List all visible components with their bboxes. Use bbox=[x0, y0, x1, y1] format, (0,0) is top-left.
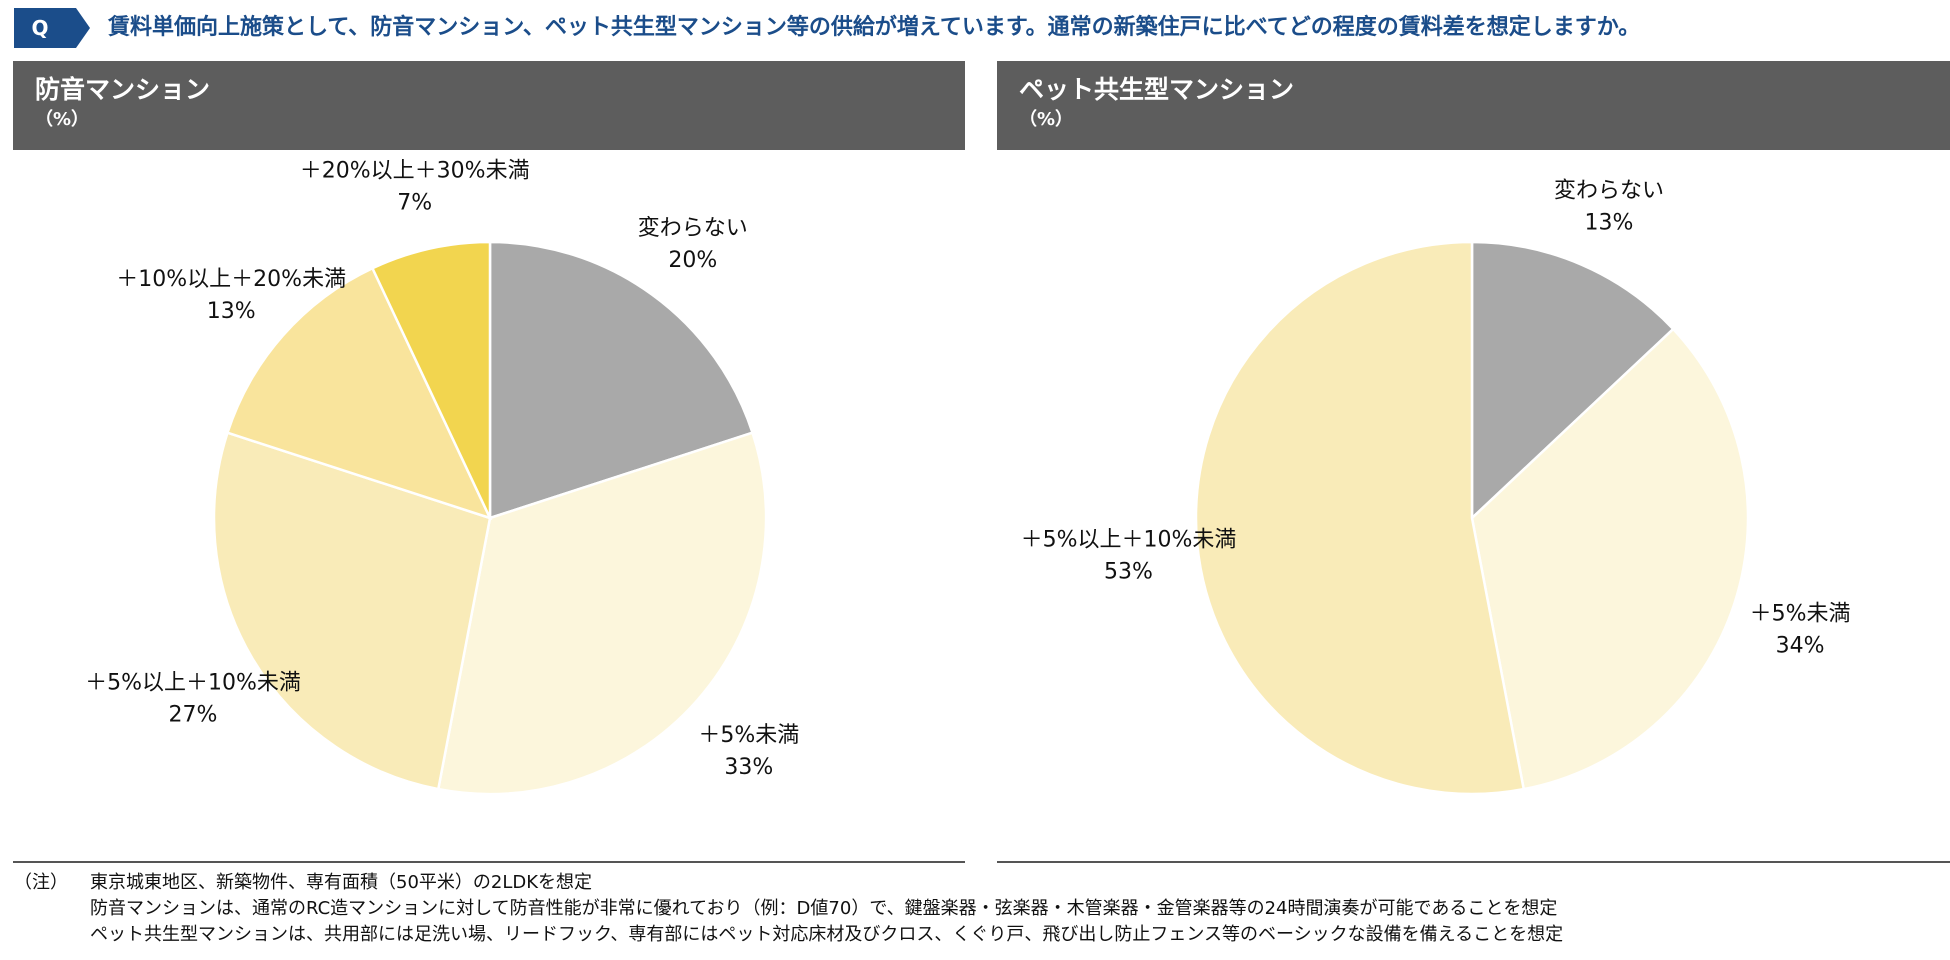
slice-category-label: ＋5%以上＋10%未満 bbox=[85, 671, 301, 696]
slice-value-label: 34% bbox=[1776, 634, 1825, 659]
pie-slice bbox=[225, 266, 493, 521]
pie-slice bbox=[1470, 327, 1750, 791]
panel-header-soundproof: 防音マンション （%） bbox=[13, 61, 965, 150]
slice-category-label: ＋10%以上＋20%未満 bbox=[116, 267, 346, 292]
slice-value-label: 7% bbox=[397, 190, 432, 215]
panel-title: 防音マンション bbox=[35, 75, 211, 104]
footnote-row: （注） 東京城東地区、新築物件、専有面積（50平米）の2LDKを想定 bbox=[14, 870, 1944, 896]
panel-unit: （%） bbox=[1019, 109, 1074, 130]
slice-value-label: 20% bbox=[668, 248, 717, 273]
footnote-mark: （注） bbox=[14, 872, 68, 893]
slice-value-label: 27% bbox=[169, 703, 218, 728]
slice-category-label: 変わらない bbox=[1554, 178, 1664, 203]
pie-slice bbox=[212, 431, 492, 791]
pie-slice bbox=[488, 240, 755, 520]
panel-title: ペット共生型マンション bbox=[1019, 75, 1295, 104]
pie-slice bbox=[1194, 240, 1526, 796]
slice-value-label: 13% bbox=[1585, 210, 1634, 235]
question-badge: Q bbox=[14, 8, 76, 48]
footnotes: （注） 東京城東地区、新築物件、専有面積（50平米）の2LDKを想定 防音マンシ… bbox=[14, 870, 1944, 948]
slice-category-label: ＋5%以上＋10%未満 bbox=[1021, 528, 1237, 553]
slice-value-label: 13% bbox=[207, 299, 256, 324]
question-text: 賃料単価向上施策として、防音マンション、ペット共生型マンション等の供給が増えてい… bbox=[108, 15, 1641, 40]
footnote-text: ペット共生型マンションは、共用部には足洗い場、リードフック、専有部にはペット対応… bbox=[90, 924, 1564, 945]
panel-unit: （%） bbox=[35, 109, 90, 130]
pie-slice bbox=[436, 431, 768, 796]
footnote-text: 防音マンションは、通常のRC造マンションに対して防音性能が非常に優れており（例：… bbox=[90, 898, 1558, 919]
slice-category-label: ＋20%以上＋30%未満 bbox=[300, 158, 530, 183]
pie-chart-pet: 変わらない 13% ＋5%未満 34% ＋5%以上＋10%未満 53% bbox=[1021, 178, 1851, 796]
slice-category-label: ＋5%未満 bbox=[698, 723, 799, 748]
question-badge-arrow bbox=[76, 8, 90, 48]
pie-slice bbox=[1470, 240, 1675, 521]
slice-value-label: 53% bbox=[1104, 560, 1153, 585]
slice-value-label: 33% bbox=[724, 755, 773, 780]
slice-category-label: 変わらない bbox=[638, 216, 748, 241]
divider-left bbox=[13, 861, 965, 863]
pie-chart-soundproof: 変わらない 20% ＋5%未満 33% ＋5%以上＋10%未満 27% ＋10%以上＋20%… bbox=[85, 158, 799, 796]
footnote-row: 防音マンションは、通常のRC造マンションに対して防音性能が非常に優れており（例：… bbox=[14, 896, 1944, 922]
footnote-row: ペット共生型マンションは、共用部には足洗い場、リードフック、専有部にはペット対応… bbox=[14, 922, 1944, 948]
pie-slice bbox=[370, 240, 492, 519]
divider-right bbox=[997, 861, 1950, 863]
footnote-text: 東京城東地区、新築物件、専有面積（50平米）の2LDKを想定 bbox=[90, 872, 593, 893]
panel-header-pet: ペット共生型マンション （%） bbox=[997, 61, 1950, 150]
slice-category-label: ＋5%未満 bbox=[1750, 602, 1851, 627]
